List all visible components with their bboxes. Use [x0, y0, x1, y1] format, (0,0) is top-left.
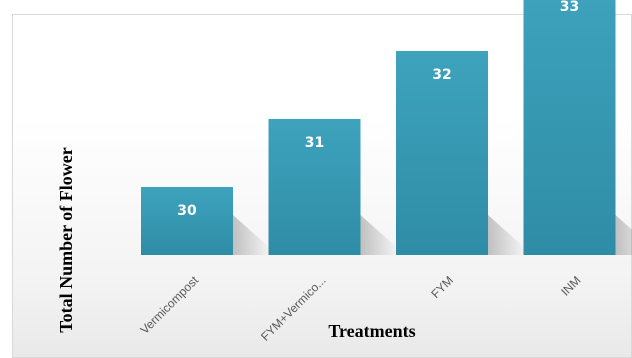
bar-fym-vermico: [268, 119, 361, 255]
data-label: 31: [305, 135, 324, 151]
data-label: 32: [432, 67, 451, 83]
bar-inm: [523, 0, 616, 255]
x-tick-label: FYM: [428, 273, 456, 301]
data-label: 33: [560, 0, 579, 15]
bar-vermicompost: [141, 187, 233, 255]
bars-layer: [141, 0, 632, 255]
bar-fym: [396, 51, 488, 255]
bar-shadow: [488, 215, 526, 255]
bar-shadow: [233, 215, 271, 255]
x-tick-label: Vermicompost: [137, 273, 201, 337]
y-axis-title: Total Number of Flower: [56, 147, 76, 332]
bar-shadow: [360, 215, 399, 255]
data-labels-layer: 30 31 32 33: [177, 0, 579, 219]
data-label: 30: [177, 203, 197, 219]
x-tick-label: INM: [558, 273, 583, 298]
bar-shadow: [615, 215, 632, 255]
x-tick-label: FYM+Vermico...: [258, 273, 328, 343]
x-axis-title: Treatments: [328, 321, 415, 341]
